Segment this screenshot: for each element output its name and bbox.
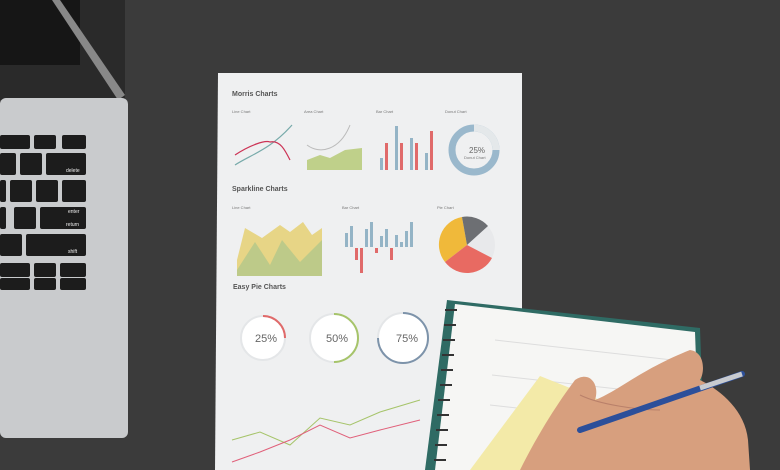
hand-with-pen	[520, 350, 750, 470]
easy-pie-75: 75%	[377, 312, 429, 364]
sparkline-area-chart	[237, 222, 322, 276]
donut-label: Donut Chart	[464, 155, 486, 160]
label-line-chart: Line Chart	[232, 109, 251, 114]
label-spark-bar: Bar Chart	[342, 205, 360, 210]
label-area-chart: Area Chart	[304, 109, 324, 114]
key-enter: enter	[68, 209, 80, 215]
label-donut-chart: Donut Chart	[445, 109, 467, 114]
easy-pie-25: 25%	[240, 315, 286, 361]
laptop-keys	[0, 135, 86, 290]
morris-area-chart	[306, 124, 362, 170]
morris-bar-chart	[380, 126, 433, 170]
donut-chart: 25% Donut Chart	[448, 124, 500, 176]
label-bar-chart: Bar Chart	[376, 109, 394, 114]
morris-line-chart	[234, 124, 293, 166]
bottom-line-chart	[231, 399, 421, 463]
key-return: return	[66, 222, 79, 228]
key-shift: shift	[68, 249, 78, 255]
svg-text:50%: 50%	[326, 333, 348, 345]
morris-title: Morris Charts	[232, 91, 278, 98]
easy-pie-50: 50%	[309, 313, 359, 363]
easy-pie-title: Easy Pie Charts	[233, 284, 286, 291]
label-spark-pie: Pie Chart	[437, 205, 455, 210]
sparkline-pie-chart	[438, 216, 495, 273]
label-spark-line: Line Chart	[232, 205, 251, 210]
notebook-spiral	[434, 309, 457, 461]
sparkline-bar-chart	[345, 222, 413, 273]
sparkline-title: Sparkline Charts	[232, 186, 288, 193]
laptop: delete enter return shift	[0, 0, 128, 438]
key-delete: delete	[66, 168, 80, 174]
donut-value: 25%	[469, 146, 485, 155]
svg-text:75%: 75%	[396, 333, 418, 345]
svg-text:25%: 25%	[255, 333, 277, 345]
